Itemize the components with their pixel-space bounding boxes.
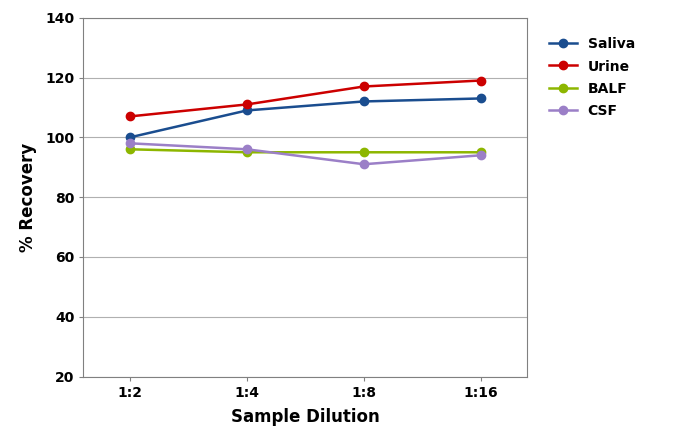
Line: Saliva: Saliva bbox=[126, 94, 485, 141]
CSF bbox=[243, 147, 251, 152]
X-axis label: Sample Dilution: Sample Dilution bbox=[231, 408, 380, 426]
BALF bbox=[477, 150, 485, 155]
Urine bbox=[477, 78, 485, 83]
Y-axis label: % Recovery: % Recovery bbox=[19, 143, 37, 252]
Urine bbox=[359, 84, 368, 89]
Line: BALF: BALF bbox=[126, 145, 485, 156]
Line: CSF: CSF bbox=[126, 139, 485, 168]
CSF bbox=[477, 153, 485, 158]
CSF bbox=[359, 162, 368, 167]
Urine bbox=[126, 114, 134, 119]
BALF bbox=[359, 150, 368, 155]
Saliva bbox=[359, 99, 368, 104]
Legend: Saliva, Urine, BALF, CSF: Saliva, Urine, BALF, CSF bbox=[543, 32, 641, 124]
BALF bbox=[243, 150, 251, 155]
Saliva bbox=[477, 96, 485, 101]
CSF bbox=[126, 141, 134, 146]
BALF bbox=[126, 147, 134, 152]
Urine bbox=[243, 102, 251, 107]
Line: Urine: Urine bbox=[126, 76, 485, 120]
Saliva bbox=[126, 135, 134, 140]
Saliva bbox=[243, 108, 251, 113]
